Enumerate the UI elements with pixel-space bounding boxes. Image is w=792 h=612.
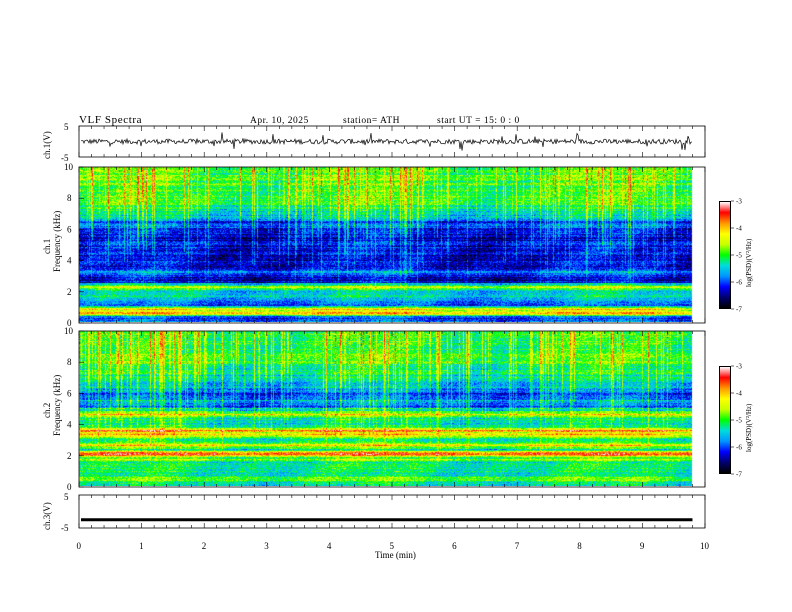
ch1-frequency-tick-labels: 0 2 4 6 8 10 <box>64 162 84 328</box>
time-axis-label: Time (min) <box>375 550 416 560</box>
time-tick-label: 5 <box>390 541 395 551</box>
ch3-ytick-top: 5 <box>64 492 69 502</box>
ch1-ylabel: ch.1(V) <box>42 131 52 159</box>
ch1-spectrogram-image <box>79 167 693 322</box>
ch2-spectrogram-image <box>79 331 693 486</box>
frequency-tick-label: 2 <box>67 287 72 297</box>
colorbar-tick-label: -7 <box>736 306 742 314</box>
ch2-colorbar-ticks: -3 -4 -5 -6 -7 <box>731 363 742 479</box>
frequency-tick-label: 8 <box>67 193 72 203</box>
frequency-tick-label: 4 <box>67 256 72 266</box>
date-label: Apr. 10, 2025 <box>250 116 309 126</box>
frequency-tick-label: 10 <box>64 162 74 172</box>
frequency-tick-label: 10 <box>64 326 74 336</box>
ch1-frequency-axis-label: Frequency (kHz) <box>52 211 62 272</box>
ch2-colorbar: -3 -4 -5 -6 -7 log(PSD)(V²/Hz) <box>719 363 753 479</box>
ch2-colorbar-label: log(PSD)(V²/Hz) <box>745 403 753 452</box>
time-tick-label: 9 <box>640 541 645 551</box>
colorbar-tick-label: -6 <box>736 444 742 452</box>
ch1-colorbar-ticks: -3 -4 -5 -6 -7 <box>731 198 742 314</box>
time-tick-label: 0 <box>77 541 82 551</box>
ch3-time-ticks <box>78 495 706 528</box>
ch1-colorbar-gradient <box>719 201 731 309</box>
time-tick-label: 7 <box>515 541 520 551</box>
figure-title: VLF Spectra <box>79 114 142 126</box>
frequency-tick-label: 0 <box>67 482 72 492</box>
colorbar-tick-label: -4 <box>736 225 742 233</box>
frequency-tick-label: 0 <box>67 318 72 328</box>
ch1-spectrogram-panel: 0 2 4 6 8 10 ch.1 Frequency (kHz) <box>42 162 706 328</box>
time-tick-label: 1 <box>139 541 144 551</box>
ch3-ytick-bottom: -5 <box>61 523 69 533</box>
ch1-colorbar: -3 -4 -5 -6 -7 log(PSD)(V²/Hz) <box>719 198 753 314</box>
frequency-tick-label: 4 <box>67 420 72 430</box>
time-tick-label: 10 <box>700 541 710 551</box>
ch1-waveform-trace <box>80 132 693 151</box>
colorbar-tick-label: -5 <box>736 252 742 260</box>
ch3-waveform-panel: 5 -5 ch.3(V) <box>42 492 706 533</box>
ch2-frequency-axis-label: Frequency (kHz) <box>52 375 62 436</box>
ch2-frequency-tick-labels: 0 2 4 6 8 10 <box>64 326 84 492</box>
ch1-colorbar-label: log(PSD)(V²/Hz) <box>745 238 753 287</box>
frequency-tick-label: 6 <box>67 388 72 398</box>
frequency-tick-label: 2 <box>67 451 72 461</box>
colorbar-tick-label: -3 <box>736 198 742 206</box>
colorbar-tick-label: -7 <box>736 471 742 479</box>
ch2-colorbar-gradient <box>719 366 731 474</box>
frequency-tick-label: 6 <box>67 224 72 234</box>
ch1-ytick-top: 5 <box>64 122 69 132</box>
frequency-tick-label: 8 <box>67 357 72 367</box>
ch1-spectrogram-ticks <box>78 167 706 323</box>
ch1-waveform-panel: 5 -5 ch.1(V) <box>42 122 706 163</box>
colorbar-tick-label: -3 <box>736 363 742 371</box>
start-time-label: start UT = 15: 0 : 0 <box>437 116 520 126</box>
ch3-waveform-frame <box>78 494 706 529</box>
time-axis-tick-labels: 0 1 2 3 4 5 6 7 8 9 10 <box>77 541 710 551</box>
ch1-ytick-bottom: -5 <box>61 153 69 163</box>
ch1-spectrogram-channel-label: ch.1 <box>42 239 52 254</box>
time-tick-label: 6 <box>452 541 457 551</box>
ch2-spectrogram-channel-label: ch.2 <box>42 403 52 418</box>
ch2-spectrogram-ticks <box>78 331 706 487</box>
ch1-waveform-line <box>80 132 693 151</box>
time-tick-label: 2 <box>202 541 207 551</box>
station-label: station= ATH <box>343 116 400 126</box>
time-tick-label: 8 <box>577 541 582 551</box>
time-tick-label: 4 <box>327 541 332 551</box>
colorbar-tick-label: -6 <box>736 279 742 287</box>
time-tick-label: 3 <box>264 541 269 551</box>
colorbar-tick-label: -4 <box>736 390 742 398</box>
ch1-time-ticks <box>78 126 706 157</box>
colorbar-tick-label: -5 <box>736 417 742 425</box>
ch2-spectrogram-panel: 0 2 4 6 8 10 ch.2 Frequency (kHz) <box>42 326 706 492</box>
ch3-ylabel: ch.3(V) <box>42 502 52 530</box>
